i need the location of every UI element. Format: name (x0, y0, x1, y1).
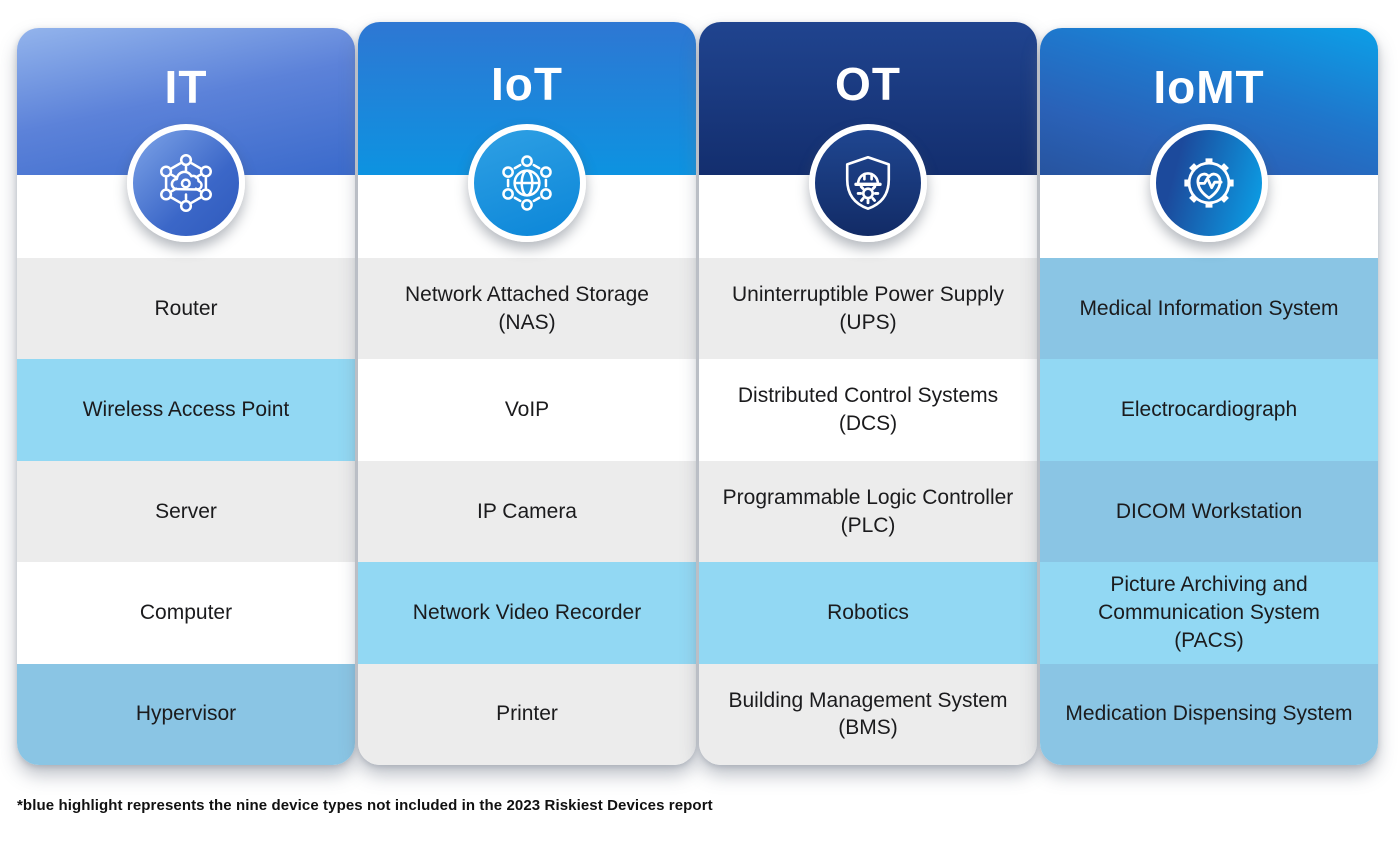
column-card-it: IT Router Wireless Access Point Server C… (17, 28, 355, 765)
iot-globe-network-icon (468, 124, 586, 242)
icon-band (1040, 124, 1378, 258)
device-cell: Printer (358, 663, 696, 765)
column-card-iot: IoT Network Attached Storage (NAS) VoIP … (358, 22, 696, 765)
column-title: IoT (491, 57, 563, 110)
device-rows: Router Wireless Access Point Server Comp… (17, 258, 355, 765)
column-card-iomt: IoMT Medical Information System Electroc… (1040, 28, 1378, 765)
device-cell: Building Management System (BMS) (699, 663, 1037, 765)
iomt-gear-heart-pulse-icon (1150, 124, 1268, 242)
footnote: *blue highlight represents the nine devi… (17, 797, 713, 814)
device-cell: Network Video Recorder (358, 562, 696, 664)
icon-band (699, 124, 1037, 258)
device-category-table: IT Router Wireless Access Point Server C… (17, 22, 1378, 765)
device-cell: Electrocardiograph (1040, 359, 1378, 461)
device-cell: Medication Dispensing System (1040, 663, 1378, 765)
device-cell: Computer (17, 562, 355, 664)
device-cell: Hypervisor (17, 663, 355, 765)
column-title: IT (164, 60, 208, 113)
device-cell: Server (17, 460, 355, 563)
device-cell: IP Camera (358, 460, 696, 563)
device-cell: Router (17, 258, 355, 360)
icon-band (358, 124, 696, 258)
device-cell: DICOM Workstation (1040, 460, 1378, 563)
device-cell: Network Attached Storage (NAS) (358, 258, 696, 360)
device-cell: Uninterruptible Power Supply (UPS) (699, 258, 1037, 360)
device-cell: Distributed Control Systems (DCS) (699, 359, 1037, 461)
device-rows: Uninterruptible Power Supply (UPS) Distr… (699, 258, 1037, 765)
it-network-cloud-icon (127, 124, 245, 242)
column-title: IoMT (1153, 60, 1265, 113)
device-cell: Picture Archiving and Communication Syst… (1040, 562, 1378, 664)
icon-band (17, 124, 355, 258)
device-rows: Medical Information System Electrocardio… (1040, 258, 1378, 765)
column-header-iomt: IoMT (1040, 28, 1378, 175)
device-cell: Programmable Logic Controller (PLC) (699, 460, 1037, 563)
device-cell: Medical Information System (1040, 258, 1378, 360)
device-cell: Robotics (699, 562, 1037, 664)
column-title: OT (835, 57, 901, 110)
device-cell: VoIP (358, 359, 696, 461)
device-cell: Wireless Access Point (17, 359, 355, 461)
ot-shield-hardhat-gear-icon (809, 124, 927, 242)
column-card-ot: OT Uninterruptible Power Supply (UPS) Di… (699, 22, 1037, 765)
device-rows: Network Attached Storage (NAS) VoIP IP C… (358, 258, 696, 765)
